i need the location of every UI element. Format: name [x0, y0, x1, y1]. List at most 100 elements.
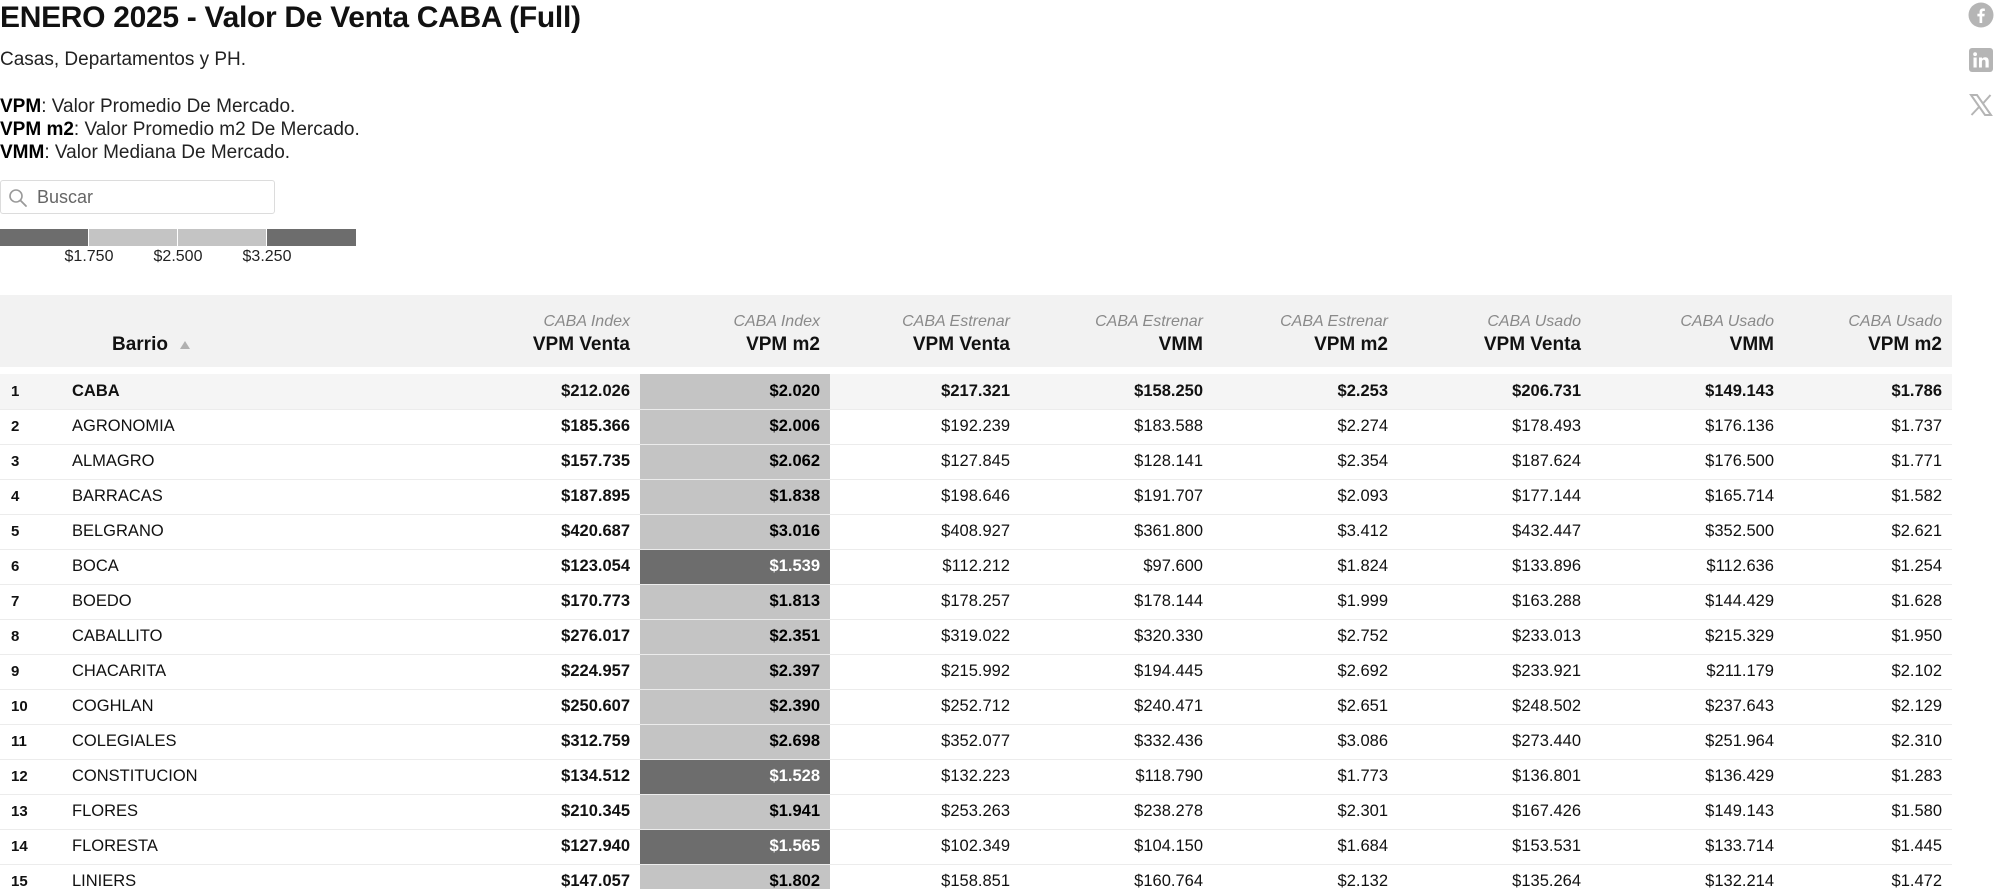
barrio-cell: BELGRANO	[50, 514, 455, 550]
column-header-index-vpm-m2[interactable]: CABA Index VPM m2	[640, 295, 830, 367]
table-row: 3 ALMAGRO $157.735 $2.062 $127.845 $128.141 $2…	[0, 444, 1952, 480]
usado-vmm-cell: $176.136	[1591, 409, 1784, 445]
usado-vpm-venta-cell: $163.288	[1398, 584, 1591, 620]
column-header-barrio[interactable]: Barrio	[50, 295, 455, 367]
estrenar-vpm-venta-cell: $198.646	[830, 479, 1020, 515]
abbreviation-notes: VPM: Valor Promedio De Mercado. VPM m2: …	[0, 95, 360, 164]
column-header-estrenar-vpm-m2[interactable]: CABA Estrenar VPM m2	[1213, 295, 1398, 367]
usado-vmm-cell: $251.964	[1591, 724, 1784, 760]
usado-vpm-m2-cell: $1.737	[1784, 409, 1952, 445]
index-vpm-venta-cell: $312.759	[455, 724, 640, 760]
usado-vpm-venta-cell: $233.013	[1398, 619, 1591, 655]
usado-vpm-venta-cell: $133.896	[1398, 549, 1591, 585]
row-number: 14	[0, 829, 50, 865]
row-number: 10	[0, 689, 50, 725]
usado-vpm-m2-cell: $1.786	[1784, 374, 1952, 410]
search-box[interactable]	[0, 180, 275, 214]
usado-vpm-venta-cell: $153.531	[1398, 829, 1591, 865]
usado-vpm-m2-cell: $1.771	[1784, 444, 1952, 480]
note-vpm-m2: VPM m2: Valor Promedio m2 De Mercado.	[0, 119, 360, 140]
estrenar-vpm-venta-cell: $319.022	[830, 619, 1020, 655]
barrio-cell: CABA	[50, 374, 455, 410]
note-vpm: VPM: Valor Promedio De Mercado.	[0, 96, 296, 117]
column-header-usado-vmm[interactable]: CABA Usado VMM	[1591, 295, 1784, 367]
index-vpm-m2-cell: $1.838	[640, 479, 830, 515]
usado-vpm-m2-cell: $2.102	[1784, 654, 1952, 690]
x-icon[interactable]	[1968, 92, 1994, 118]
estrenar-vpm-venta-cell: $102.349	[830, 829, 1020, 865]
index-vpm-venta-cell: $420.687	[455, 514, 640, 550]
barrio-cell: CABALLITO	[50, 619, 455, 655]
table-row: 9 CHACARITA $224.957 $2.397 $215.992 $194.445…	[0, 654, 1952, 690]
table-row: 14 FLORESTA $127.940 $1.565 $102.349 $104.150…	[0, 829, 1952, 865]
usado-vmm-cell: $215.329	[1591, 619, 1784, 655]
estrenar-vpm-m2-cell: $1.999	[1213, 584, 1398, 620]
barrio-cell: LINIERS	[50, 864, 455, 889]
index-vpm-venta-cell: $134.512	[455, 759, 640, 795]
usado-vpm-venta-cell: $167.426	[1398, 794, 1591, 830]
barrio-cell: COGHLAN	[50, 689, 455, 725]
linkedin-icon[interactable]	[1968, 47, 1994, 73]
row-number: 6	[0, 549, 50, 585]
index-vpm-m2-cell: $2.698	[640, 724, 830, 760]
column-header-usado-vpm-m2[interactable]: CABA Usado VPM m2	[1784, 295, 1952, 367]
table-row: 5 BELGRANO $420.687 $3.016 $408.927 $361.800 $…	[0, 514, 1952, 550]
row-number: 3	[0, 444, 50, 480]
usado-vpm-m2-cell: $2.129	[1784, 689, 1952, 725]
usado-vpm-m2-cell: $1.580	[1784, 794, 1952, 830]
usado-vpm-m2-cell: $1.582	[1784, 479, 1952, 515]
estrenar-vpm-m2-cell: $2.301	[1213, 794, 1398, 830]
index-vpm-m2-cell: $2.006	[640, 409, 830, 445]
index-vpm-m2-cell: $1.528	[640, 759, 830, 795]
column-header-usado-vpm-venta[interactable]: CABA Usado VPM Venta	[1398, 295, 1591, 367]
index-vpm-venta-cell: $276.017	[455, 619, 640, 655]
index-vpm-venta-cell: $170.773	[455, 584, 640, 620]
index-vpm-venta-cell: $147.057	[455, 864, 640, 889]
index-vpm-venta-cell: $123.054	[455, 549, 640, 585]
estrenar-vpm-m2-cell: $2.692	[1213, 654, 1398, 690]
search-input[interactable]	[37, 185, 267, 209]
usado-vpm-venta-cell: $135.264	[1398, 864, 1591, 889]
legend-label-1: $1.750	[64, 248, 114, 265]
legend-swatch-3	[178, 229, 266, 246]
estrenar-vpm-m2-cell: $1.824	[1213, 549, 1398, 585]
estrenar-vpm-m2-cell: $1.684	[1213, 829, 1398, 865]
row-number: 9	[0, 654, 50, 690]
usado-vpm-venta-cell: $273.440	[1398, 724, 1591, 760]
index-vpm-venta-cell: $210.345	[455, 794, 640, 830]
facebook-icon[interactable]	[1968, 2, 1994, 28]
estrenar-vmm-cell: $128.141	[1020, 444, 1213, 480]
note-vmm: VMM: Valor Mediana De Mercado.	[0, 142, 291, 163]
estrenar-vpm-venta-cell: $127.845	[830, 444, 1020, 480]
table-row: 7 BOEDO $170.773 $1.813 $178.257 $178.144 $1.9…	[0, 584, 1952, 620]
table-body: 1 CABA $212.026 $2.020 $217.321 $158.250 $2.25…	[0, 374, 1952, 889]
estrenar-vpm-venta-cell: $112.212	[830, 549, 1020, 585]
usado-vmm-cell: $112.636	[1591, 549, 1784, 585]
usado-vpm-m2-cell: $2.310	[1784, 724, 1952, 760]
column-header-estrenar-vmm[interactable]: CABA Estrenar VMM	[1020, 295, 1213, 367]
usado-vmm-cell: $144.429	[1591, 584, 1784, 620]
estrenar-vmm-cell: $158.250	[1020, 374, 1213, 410]
index-vpm-m2-cell: $2.351	[640, 619, 830, 655]
row-number: 13	[0, 794, 50, 830]
usado-vmm-cell: $176.500	[1591, 444, 1784, 480]
estrenar-vpm-venta-cell: $178.257	[830, 584, 1020, 620]
usado-vpm-m2-cell: $1.950	[1784, 619, 1952, 655]
column-header-estrenar-vpm-venta[interactable]: CABA Estrenar VPM Venta	[830, 295, 1020, 367]
column-header-index-vpm-venta[interactable]: CABA Index VPM Venta	[455, 295, 640, 367]
page-title: ENERO 2025 - Valor De Venta CABA (Full)	[0, 1, 581, 34]
index-vpm-m2-cell: $1.565	[640, 829, 830, 865]
column-header-index	[0, 295, 50, 367]
estrenar-vpm-venta-cell: $352.077	[830, 724, 1020, 760]
barrio-cell: COLEGIALES	[50, 724, 455, 760]
row-number: 8	[0, 619, 50, 655]
barrio-cell: FLORESTA	[50, 829, 455, 865]
estrenar-vpm-venta-cell: $132.223	[830, 759, 1020, 795]
barrio-cell: CHACARITA	[50, 654, 455, 690]
estrenar-vpm-venta-cell: $192.239	[830, 409, 1020, 445]
estrenar-vpm-venta-cell: $408.927	[830, 514, 1020, 550]
usado-vpm-venta-cell: $187.624	[1398, 444, 1591, 480]
page-subtitle: Casas, Departamentos y PH.	[0, 49, 247, 70]
table-row: 10 COGHLAN $250.607 $2.390 $252.712 $240.471 $…	[0, 689, 1952, 725]
index-vpm-m2-cell: $1.539	[640, 549, 830, 585]
